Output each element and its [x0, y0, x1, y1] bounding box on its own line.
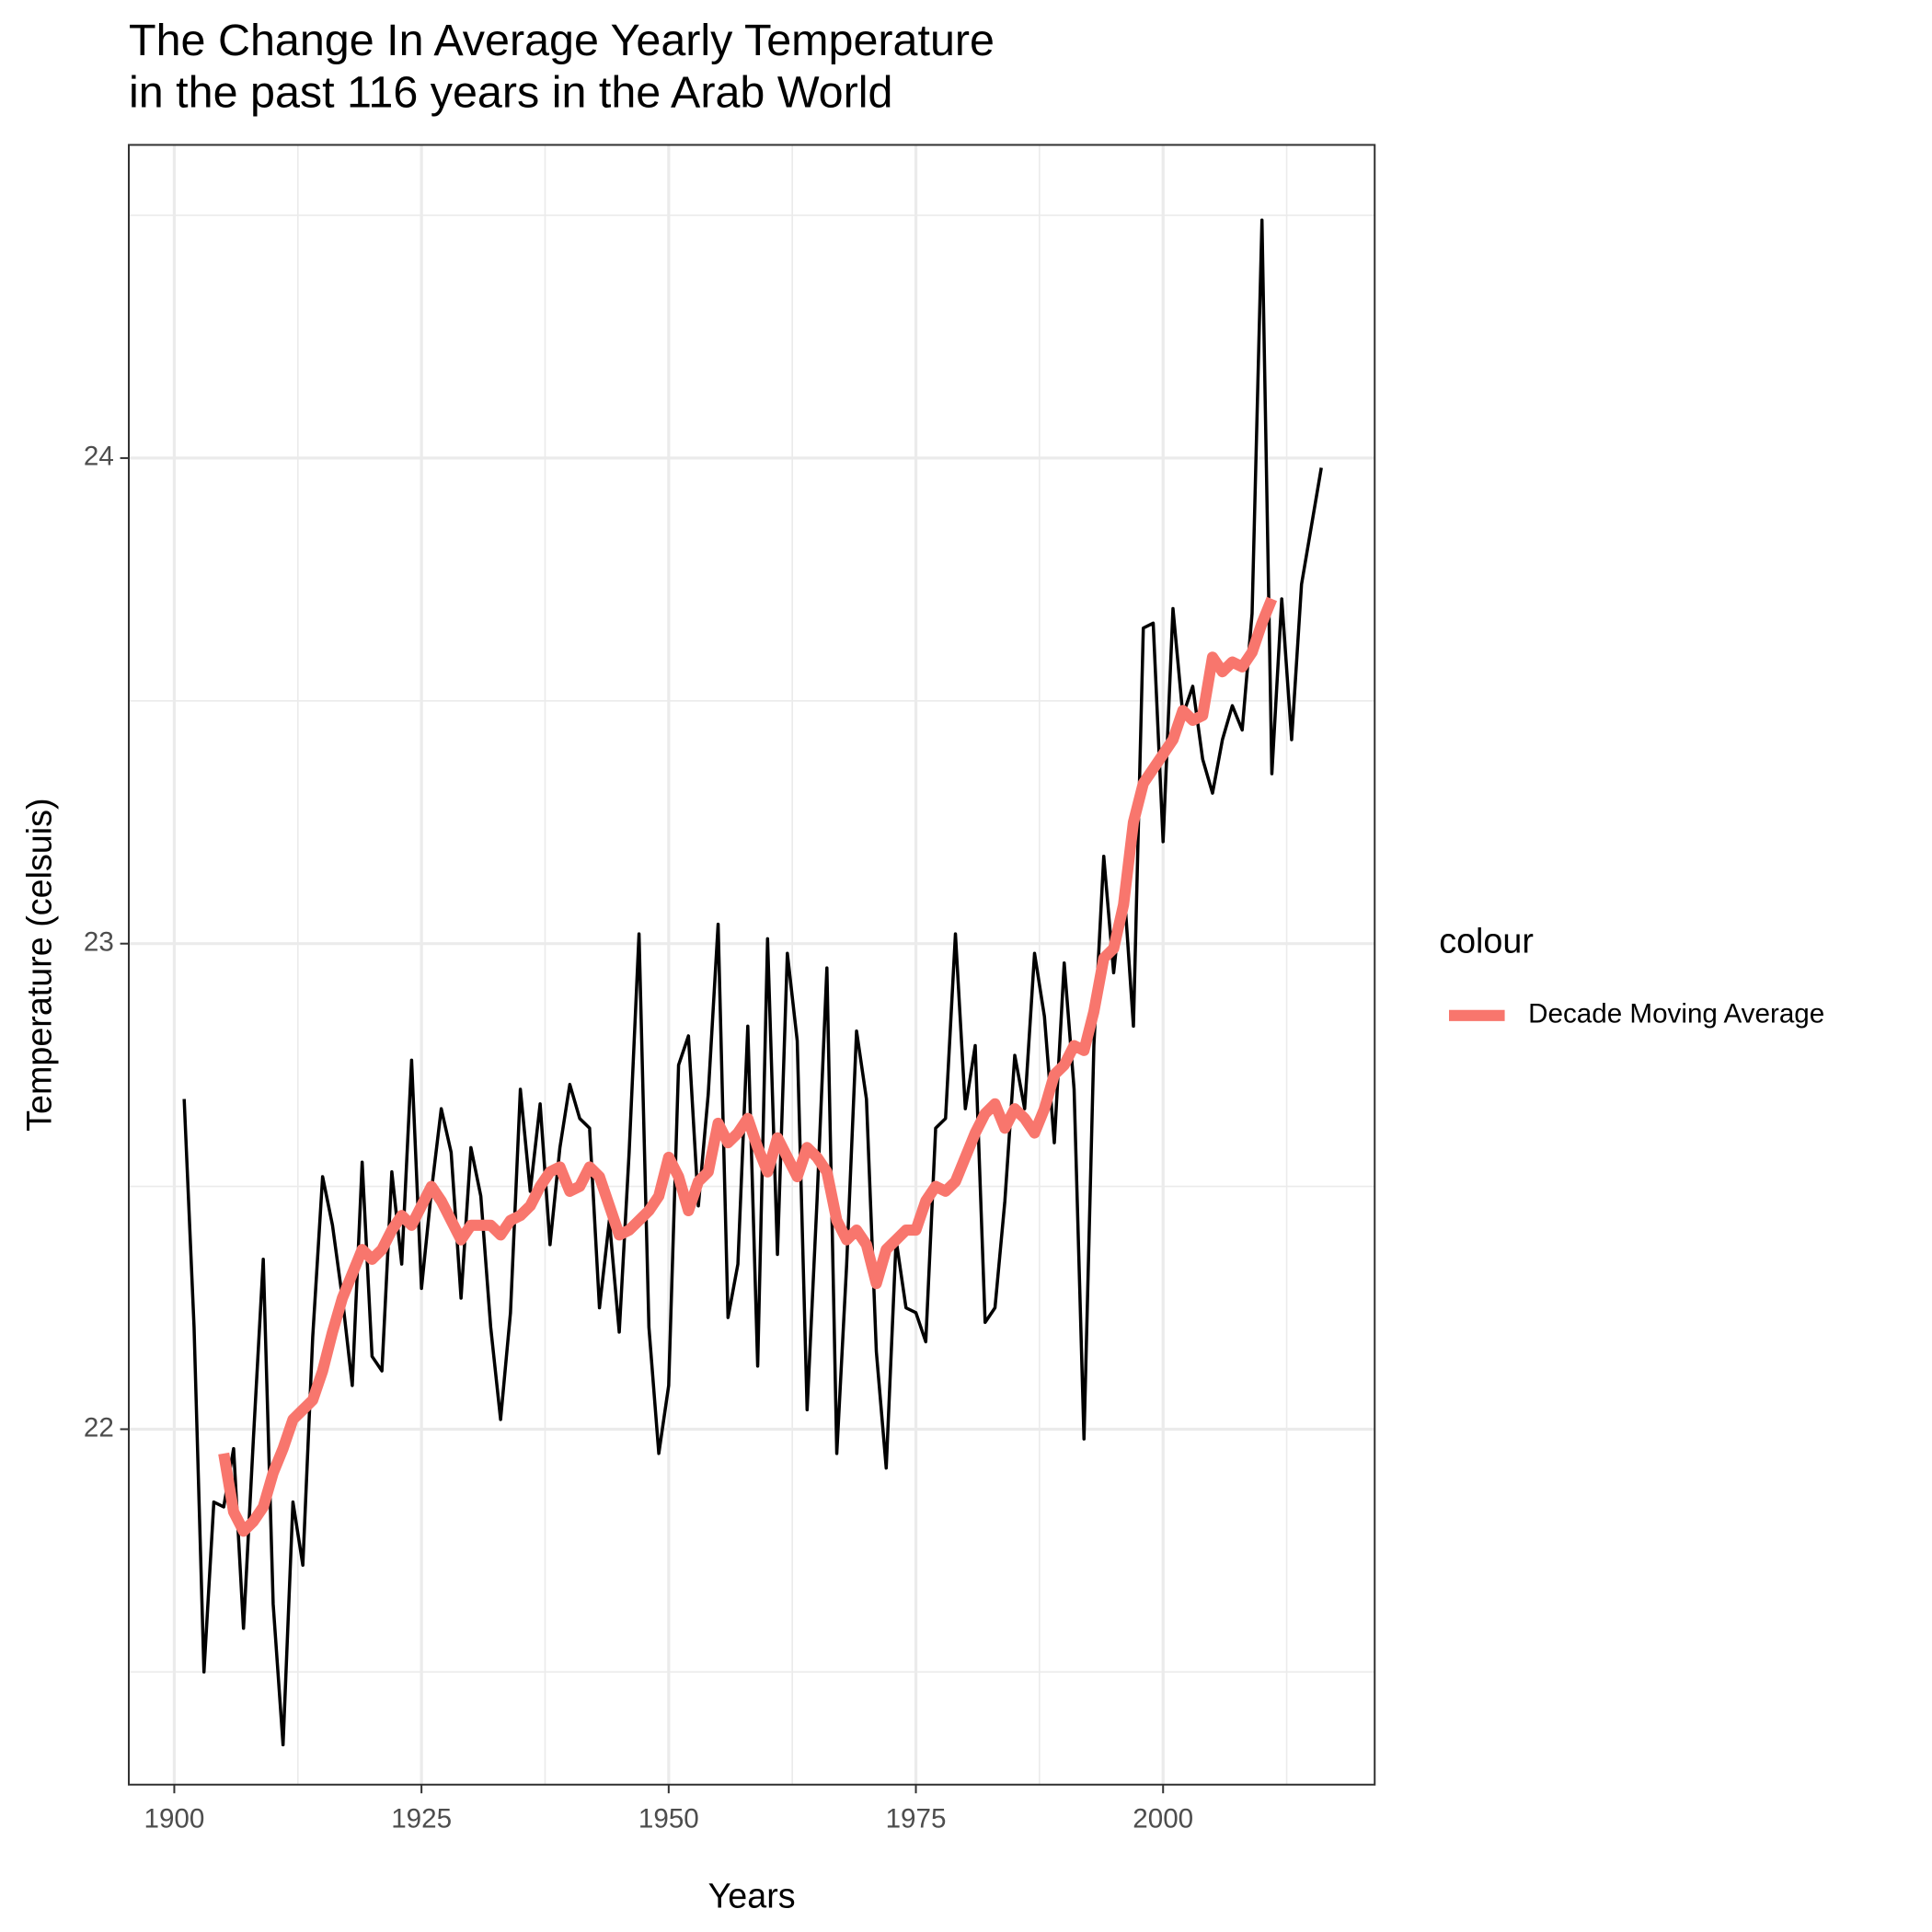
- legend-title: colour: [1439, 922, 1534, 960]
- legend-label: Decade Moving Average: [1528, 999, 1824, 1029]
- y-axis-title: Temperature (celsuis): [20, 798, 59, 1131]
- y-tick-label: 22: [84, 1412, 114, 1443]
- chart-title: The Change In Average Yearly Temperature: [129, 16, 995, 65]
- y-tick-label: 23: [84, 927, 114, 958]
- x-tick-label: 1925: [391, 1804, 452, 1834]
- x-tick-label: 2000: [1133, 1804, 1193, 1834]
- y-tick-label: 24: [84, 442, 114, 472]
- series-line: [218, 596, 1278, 1537]
- x-tick-label: 1975: [886, 1804, 947, 1834]
- x-tick-label: 1950: [638, 1804, 699, 1834]
- panel-border: [127, 144, 1376, 1786]
- x-tick-label: 1900: [144, 1804, 205, 1834]
- chart-title: in the past 116 years in the Arab World: [129, 67, 892, 117]
- series-line: [182, 218, 1323, 1747]
- x-axis-title: Years: [708, 1877, 796, 1915]
